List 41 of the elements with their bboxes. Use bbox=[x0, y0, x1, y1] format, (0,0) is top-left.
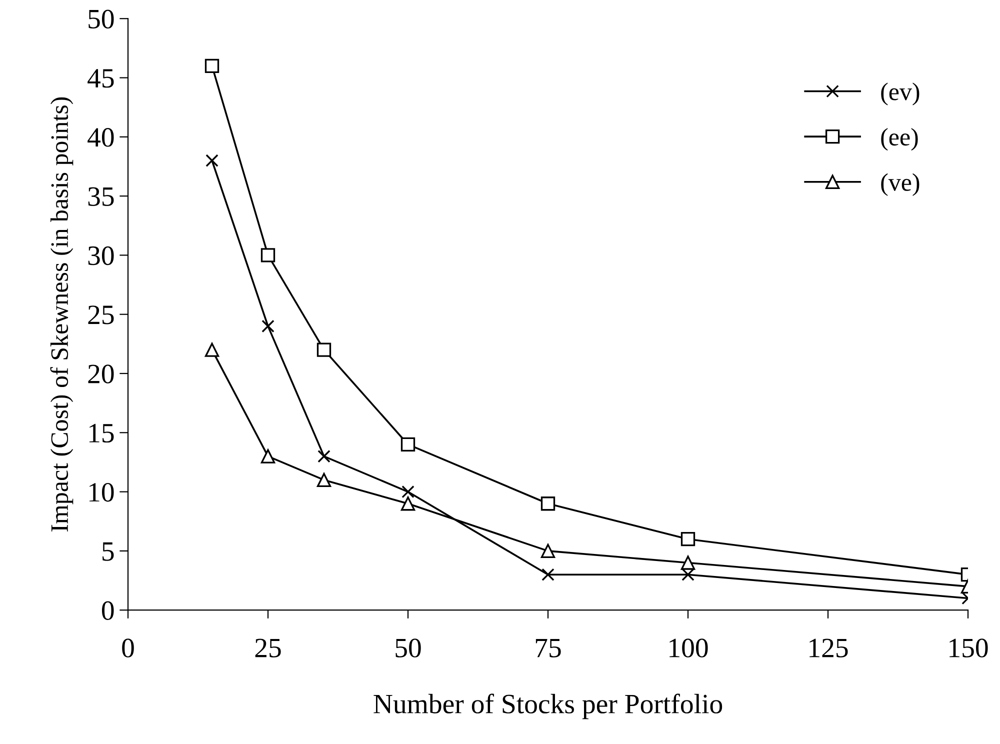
legend-label: (ev) bbox=[881, 82, 920, 106]
x-tick-label: 25 bbox=[255, 638, 281, 658]
point bbox=[204, 342, 220, 357]
point bbox=[260, 449, 276, 464]
x-tick-label: 75 bbox=[536, 638, 561, 658]
point bbox=[682, 568, 694, 581]
y-tick-label: 10 bbox=[89, 482, 114, 502]
point bbox=[318, 450, 330, 463]
x-tick-label: 100 bbox=[670, 638, 708, 658]
x-tick-label: 50 bbox=[396, 638, 421, 658]
x-tick-label: 125 bbox=[810, 638, 848, 658]
point bbox=[260, 248, 276, 262]
x-tick-label: 150 bbox=[950, 638, 988, 658]
point bbox=[400, 496, 416, 511]
x-tick-label: 0 bbox=[122, 638, 134, 658]
point bbox=[400, 437, 416, 452]
y-tick-label: 5 bbox=[102, 542, 114, 561]
x-axis-title: Number of Stocks per Portfolio bbox=[374, 694, 722, 720]
y-tick-label: 25 bbox=[88, 306, 114, 324]
legend-label: (ee) bbox=[881, 128, 918, 151]
point bbox=[262, 320, 274, 333]
point bbox=[540, 544, 556, 558]
point bbox=[402, 485, 414, 498]
y-axis-title: Impact (Cost) of Skewness (in basis points) bbox=[50, 97, 74, 532]
y-tick-label: 30 bbox=[88, 246, 114, 266]
point bbox=[316, 342, 332, 357]
point bbox=[204, 58, 220, 74]
point bbox=[542, 568, 554, 581]
point bbox=[680, 556, 696, 570]
y-tick-label: 15 bbox=[89, 424, 114, 443]
y-tick-label: 20 bbox=[88, 364, 114, 384]
y-tick-label: 50 bbox=[88, 10, 114, 29]
point bbox=[316, 472, 332, 488]
y-tick-label: 45 bbox=[88, 69, 114, 88]
y-tick-label: 40 bbox=[88, 128, 114, 147]
point bbox=[206, 154, 218, 167]
point bbox=[540, 496, 556, 511]
y-tick-label: 35 bbox=[88, 187, 114, 206]
point bbox=[680, 532, 696, 546]
legend-label: (ve) bbox=[881, 173, 920, 196]
y-tick-label: 0 bbox=[102, 601, 114, 620]
